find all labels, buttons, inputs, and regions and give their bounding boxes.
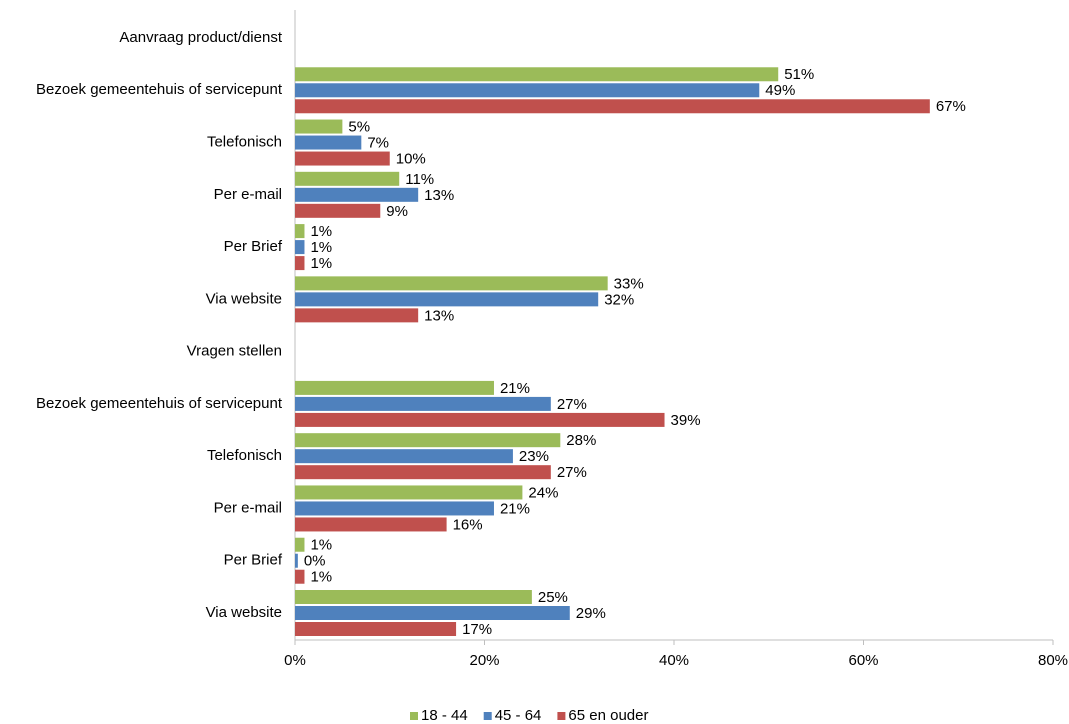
legend-label: 65 en ouder: [568, 707, 648, 724]
y-tick-label: Per e-mail: [214, 499, 282, 516]
data-label: 49%: [765, 82, 795, 99]
data-label: 1%: [310, 537, 332, 554]
data-label: 11%: [405, 171, 434, 188]
y-tick-label: Per e-mail: [214, 186, 282, 203]
legend-swatch: [410, 712, 418, 720]
bar: [295, 203, 381, 218]
data-label: 1%: [310, 255, 332, 272]
bar: [295, 606, 570, 620]
legend-swatch: [483, 712, 492, 720]
bar: [295, 449, 513, 464]
y-tick-label: Vragen stellen: [187, 343, 282, 360]
x-tick-label: 0%: [284, 652, 306, 669]
data-label: 0%: [304, 553, 326, 570]
legend-label: 18 - 44: [421, 707, 468, 724]
data-label: 16%: [453, 516, 483, 533]
data-label: 17%: [462, 621, 492, 638]
y-tick-label: Bezoek gemeentehuis of servicepunt: [36, 81, 283, 98]
y-tick-label: Via website: [206, 604, 282, 621]
bar: [295, 135, 362, 150]
bar: [295, 569, 305, 584]
bar: [295, 187, 419, 202]
data-label: 28%: [566, 432, 596, 449]
bar: [295, 256, 305, 271]
bar: [295, 67, 779, 82]
bar: [295, 99, 930, 114]
bar: [295, 501, 494, 516]
data-label: 7%: [367, 135, 389, 152]
bar: [295, 517, 447, 532]
data-label: 21%: [500, 380, 530, 397]
bar: [295, 276, 608, 291]
y-tick-label: Bezoek gemeentehuis of servicepunt: [36, 395, 283, 412]
bar: [295, 553, 298, 568]
bar: [295, 151, 390, 166]
bar: [295, 465, 551, 480]
data-label: 1%: [310, 239, 332, 256]
y-tick-label: Per Brief: [224, 552, 283, 569]
data-label: 39%: [671, 412, 701, 429]
data-label: 23%: [519, 448, 549, 465]
y-tick-label: Per Brief: [224, 238, 283, 255]
bar: [295, 412, 665, 427]
x-tick-label: 60%: [848, 652, 878, 669]
bar: [295, 224, 305, 239]
data-label: 29%: [576, 605, 606, 622]
bar: [295, 485, 523, 500]
bar: [295, 380, 494, 395]
bar: [295, 396, 551, 411]
x-tick-label: 20%: [469, 652, 499, 669]
data-label: 13%: [424, 187, 454, 204]
data-label: 51%: [784, 66, 814, 83]
y-tick-label: Telefonisch: [207, 447, 282, 464]
data-label: 9%: [386, 203, 408, 220]
bar: [295, 622, 457, 636]
bar: [295, 537, 305, 552]
data-label: 13%: [424, 307, 454, 324]
y-tick-label: Via website: [206, 290, 282, 307]
legend-label: 45 - 64: [495, 707, 542, 724]
data-label: 1%: [310, 569, 332, 586]
data-label: 5%: [348, 119, 370, 136]
bar: [295, 171, 400, 186]
x-tick-label: 40%: [659, 652, 689, 669]
data-label: 24%: [528, 484, 558, 501]
data-label: 27%: [557, 396, 587, 413]
y-tick-label: Aanvraag product/dienst: [119, 29, 282, 46]
bar: [295, 119, 343, 134]
legend-swatch: [557, 712, 566, 720]
data-label: 67%: [936, 98, 966, 115]
bar: [295, 240, 305, 255]
data-label: 25%: [538, 589, 568, 606]
data-label: 27%: [557, 464, 587, 481]
data-label: 10%: [396, 151, 426, 168]
bar: [295, 433, 561, 448]
bar: [295, 83, 760, 98]
data-label: 32%: [604, 291, 634, 308]
bar: [295, 590, 532, 604]
data-label: 21%: [500, 500, 530, 517]
x-tick-label: 80%: [1038, 652, 1068, 669]
y-tick-label: Telefonisch: [207, 134, 282, 151]
bar: [295, 308, 419, 323]
data-label: 1%: [310, 223, 332, 240]
data-label: 33%: [614, 275, 644, 292]
bar: [295, 292, 599, 307]
